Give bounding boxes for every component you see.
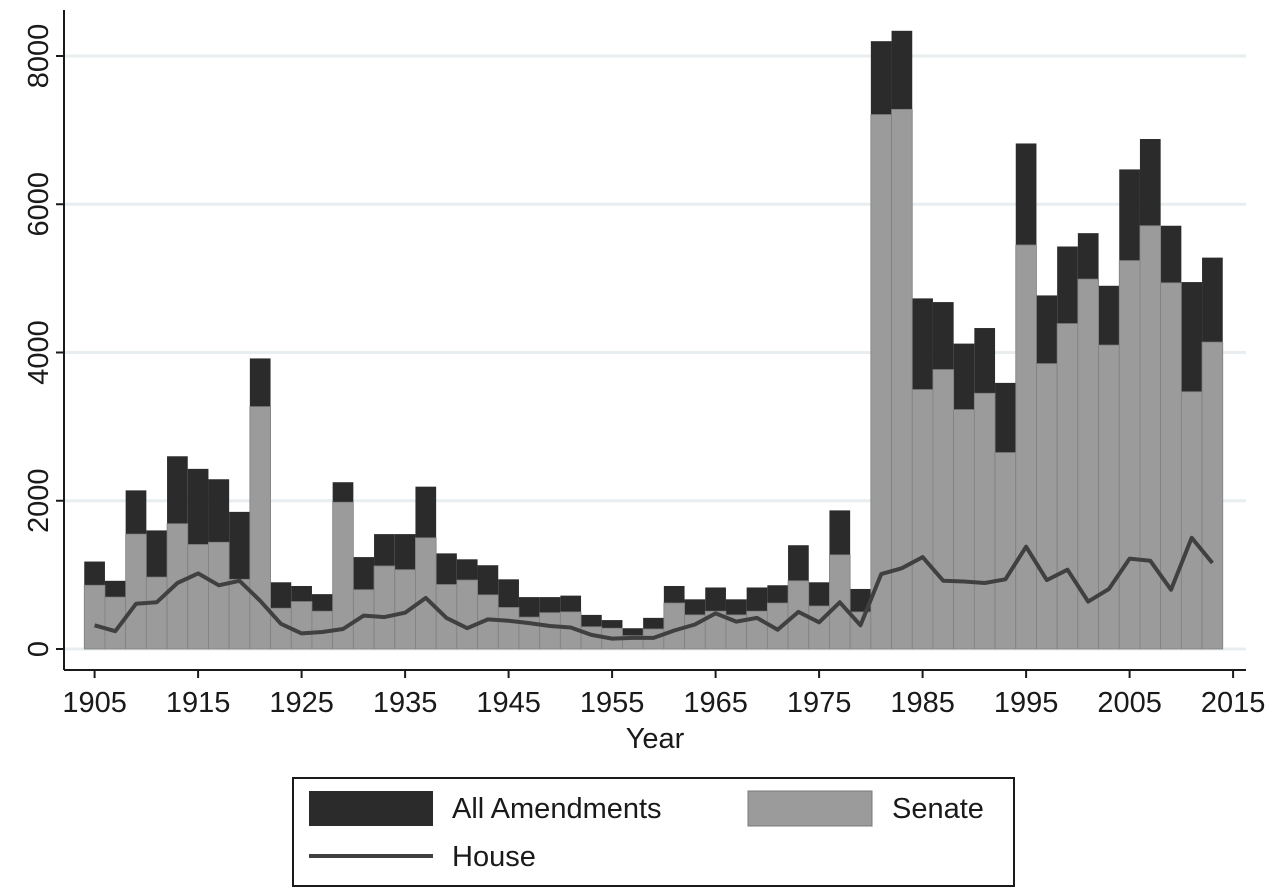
senate-bar: [870, 114, 892, 650]
x-tick-label: 1965: [683, 687, 748, 719]
senate-bar: [1160, 282, 1182, 650]
senate-bar: [290, 601, 313, 650]
x-tick-label: 1925: [269, 687, 334, 719]
legend-label-senate: Senate: [892, 793, 984, 825]
senate-bar: [973, 392, 996, 650]
x-axis-ticks: 1905 1915 1925 1935 1945 1955 1965 1975 1985 1995…: [62, 670, 1265, 719]
x-tick-label: 1985: [890, 687, 955, 719]
x-tick-label: 1955: [580, 687, 645, 719]
senate-bar: [1180, 391, 1203, 650]
senate-bar: [1056, 323, 1079, 650]
x-tick-label: 2005: [1097, 687, 1162, 719]
y-tick-label: 6000: [23, 172, 55, 237]
senate-bar: [663, 602, 685, 650]
senate-bar: [145, 576, 168, 650]
x-tick-label: 1915: [166, 687, 231, 719]
senate-bar: [208, 541, 230, 650]
x-tick-label: 1975: [787, 687, 852, 719]
x-tick-label: 1995: [994, 687, 1059, 719]
senate-bar: [249, 406, 271, 650]
legend-swatch-senate: [747, 790, 873, 827]
legend-swatch-all-amendments: [309, 791, 433, 826]
senate-bar: [497, 607, 520, 650]
senate-bar: [415, 537, 437, 650]
senate-bar: [932, 369, 955, 650]
senate-bar: [373, 565, 396, 650]
senate-bar: [1118, 260, 1141, 650]
y-tick-label: 4000: [23, 320, 55, 385]
senate-bar: [539, 612, 561, 650]
x-tick-label: 1945: [476, 687, 541, 719]
y-tick-label: 2000: [23, 468, 55, 533]
senate-bar: [891, 108, 913, 650]
y-axis-ticks: 0 2000 4000 6000 8000: [23, 24, 64, 657]
senate-bar: [953, 409, 975, 650]
senate-bar: [332, 501, 354, 650]
senate-bar: [456, 579, 478, 650]
senate-bar: [187, 544, 209, 650]
senate-bar: [994, 452, 1017, 650]
senate-bar: [1201, 341, 1224, 650]
y-tick-label: 8000: [23, 24, 55, 89]
x-tick-label: 2015: [1201, 687, 1266, 719]
senate-bar: [125, 533, 147, 650]
senate-bar: [808, 605, 830, 650]
senate-bar: [83, 584, 106, 650]
senate-bar: [1015, 244, 1037, 650]
senate-bar: [911, 389, 934, 650]
x-tick-label: 1905: [62, 687, 127, 719]
legend: All Amendments Senate House: [292, 777, 1015, 887]
senate-bar: [1139, 225, 1162, 650]
senate-bar: [166, 523, 189, 650]
x-tick-label: 1935: [373, 687, 438, 719]
x-axis-title: Year: [626, 723, 685, 755]
legend-label-all-amendments: All Amendments: [452, 793, 662, 825]
senate-bar: [1098, 344, 1120, 650]
axes: [63, 10, 1246, 671]
y-tick-label: 0: [23, 641, 55, 657]
house-series-line: [94, 535, 1214, 641]
senate-bar: [1036, 363, 1058, 650]
legend-label-house: House: [452, 841, 536, 873]
